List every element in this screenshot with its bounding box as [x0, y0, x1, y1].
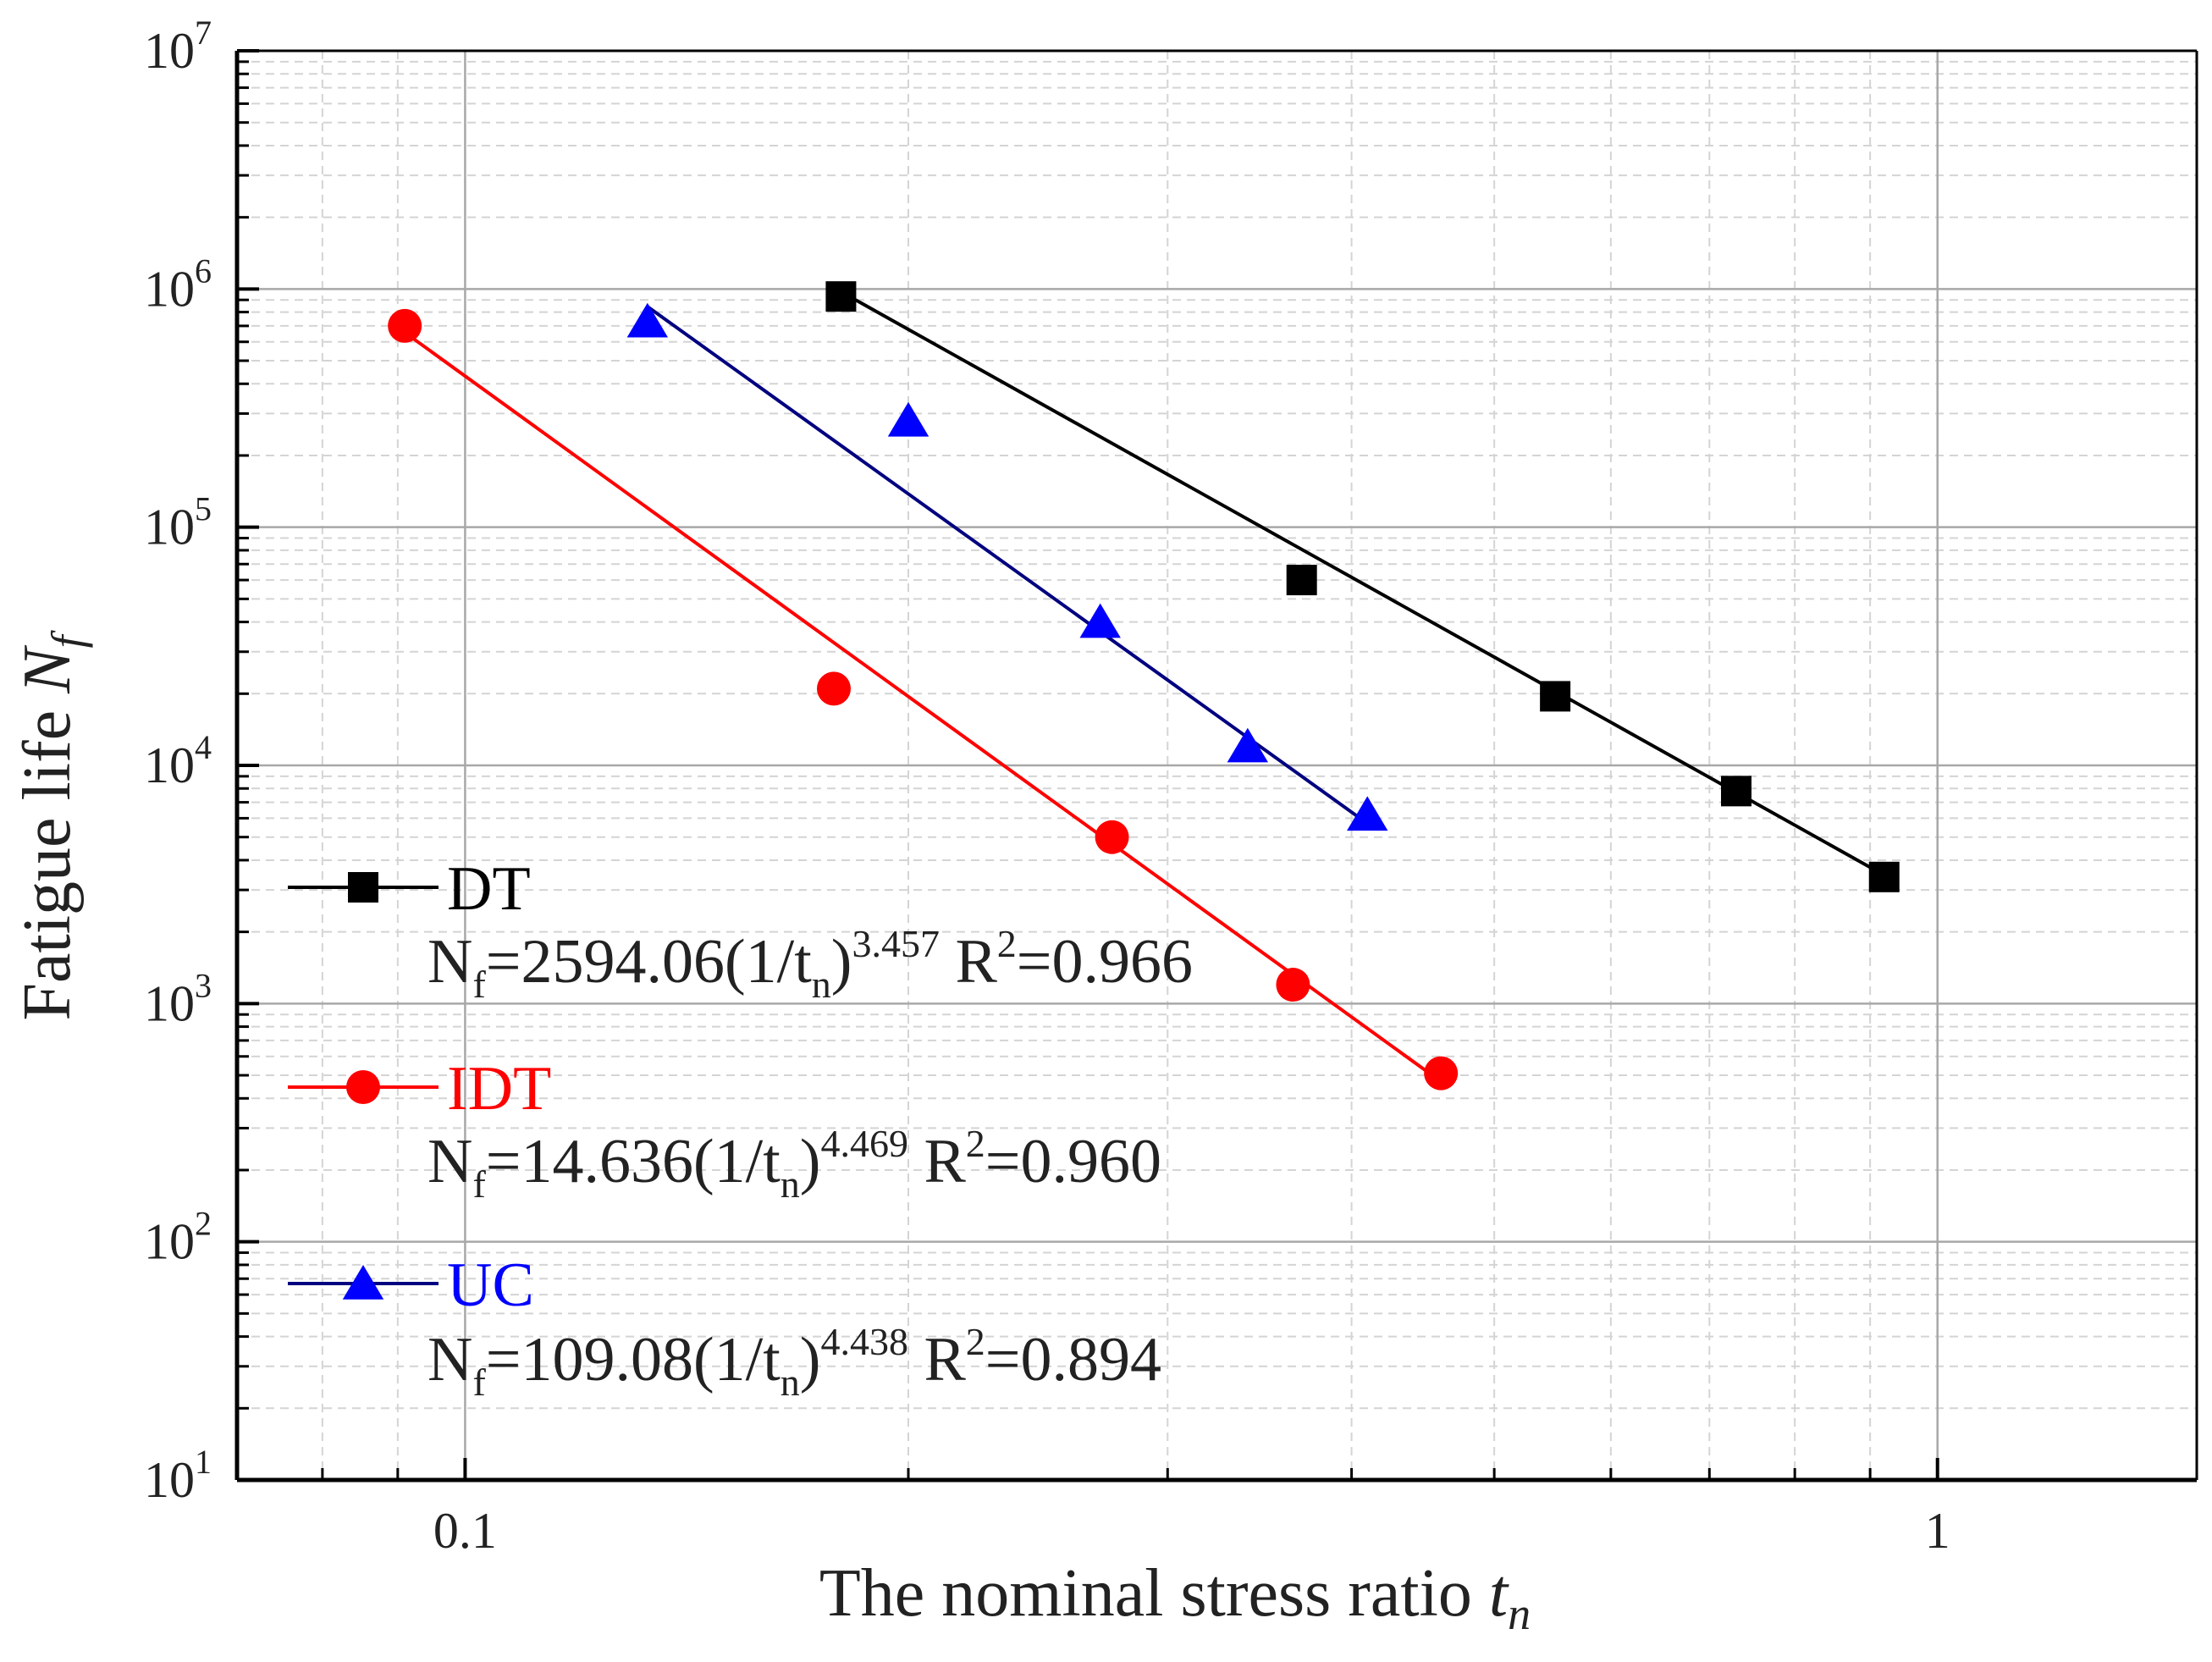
equation-part: =14.636(1/t — [486, 1127, 781, 1196]
equation-part: ) — [800, 1127, 821, 1196]
data-markers — [388, 281, 1900, 1091]
equation-part: 4.438 — [820, 1320, 908, 1363]
y-tick-exponent: 2 — [195, 1205, 212, 1243]
equation-part: =0.894 — [985, 1325, 1161, 1394]
y-tick-exponent: 1 — [195, 1443, 212, 1481]
y-axis-title-var: N — [10, 644, 85, 694]
y-tick-exponent: 5 — [195, 490, 212, 528]
y-tick-label: 103 — [144, 966, 212, 1031]
y-tick-base: 10 — [144, 737, 195, 793]
marker-dt — [1286, 565, 1317, 596]
marker-dt — [825, 281, 857, 312]
legend-marker-dt — [348, 872, 378, 903]
marker-dt — [1868, 861, 1900, 892]
equation-part: 3.457 — [852, 922, 940, 965]
legend-label-dt: DT — [447, 854, 531, 924]
equation-part: f — [472, 963, 486, 1006]
equation-part: R — [908, 1325, 967, 1394]
y-tick-base: 10 — [144, 500, 195, 555]
y-tick-label: 107 — [144, 14, 212, 79]
equation-idt: Nf=14.636(1/tn)4.469 R2=0.960 — [428, 1122, 1161, 1206]
x-tick-label: 1 — [1925, 1503, 1950, 1559]
y-axis-title-text: Fatigue life — [10, 693, 85, 1021]
x-axis-title-text: The nominal stress ratio — [819, 1556, 1489, 1631]
y-tick-label: 104 — [144, 728, 212, 793]
y-tick-exponent: 3 — [195, 966, 212, 1004]
equation-part: =2594.06(1/t — [486, 927, 812, 997]
legend-label-idt: IDT — [447, 1054, 551, 1124]
equation-part: n — [781, 1361, 800, 1404]
x-axis-title: The nominal stress ratio tn — [819, 1556, 1531, 1639]
equation-part: R — [908, 1127, 967, 1196]
y-axis-title-sub: f — [42, 630, 93, 649]
y-tick-label: 102 — [144, 1205, 212, 1270]
equation-part: n — [812, 963, 831, 1006]
axes — [234, 49, 2198, 1483]
y-tick-base: 10 — [144, 1452, 195, 1508]
equation-part: N — [428, 927, 472, 997]
equation-part: N — [428, 1127, 472, 1196]
y-tick-exponent: 7 — [195, 14, 212, 52]
legend-marker-uc — [342, 1265, 384, 1300]
equation-uc: Nf=109.08(1/tn)4.438 R2=0.894 — [428, 1320, 1161, 1404]
y-tick-label: 106 — [144, 251, 212, 317]
y-tick-exponent: 6 — [195, 251, 212, 290]
x-axis-title-var: t — [1489, 1556, 1509, 1631]
y-tick-label: 101 — [144, 1443, 212, 1508]
equation-part: 2 — [966, 1122, 985, 1165]
marker-idt — [1095, 820, 1129, 854]
equation-part: ) — [800, 1325, 821, 1394]
equation-part: 4.469 — [820, 1122, 908, 1165]
equation-part: R — [940, 927, 998, 997]
marker-uc — [1079, 603, 1121, 638]
marker-uc — [887, 401, 929, 437]
equation-part: ) — [831, 927, 852, 997]
equation-part: 2 — [997, 922, 1017, 965]
marker-idt — [1424, 1056, 1459, 1091]
equation-part: =109.08(1/t — [486, 1325, 781, 1394]
y-tick-base: 10 — [144, 261, 195, 317]
y-tick-base: 10 — [144, 23, 195, 79]
x-axis-title-sub: n — [1508, 1588, 1531, 1639]
y-tick-base: 10 — [144, 975, 195, 1031]
marker-uc — [1347, 796, 1388, 831]
y-tick-exponent: 4 — [195, 728, 212, 766]
fit-line-idt — [404, 331, 1442, 1084]
y-tick-base: 10 — [144, 1214, 195, 1270]
x-tick-label: 0.1 — [433, 1503, 497, 1559]
equation-part: =0.966 — [1017, 927, 1193, 997]
y-tick-label: 105 — [144, 490, 212, 555]
equation-part: n — [781, 1162, 800, 1206]
marker-dt — [1540, 681, 1571, 712]
equation-part: N — [428, 1325, 472, 1394]
y-axis-title: Fatigue life Nf — [10, 630, 93, 1021]
equation-part: 2 — [966, 1320, 985, 1363]
equation-part: f — [472, 1162, 486, 1206]
marker-idt — [388, 308, 422, 343]
marker-idt — [816, 671, 851, 706]
equation-dt: Nf=2594.06(1/tn)3.457 R2=0.966 — [428, 922, 1193, 1006]
fit-line-dt — [840, 290, 1885, 877]
equation-part: =0.960 — [985, 1127, 1161, 1196]
marker-uc — [626, 302, 669, 338]
marker-idt — [1276, 968, 1310, 1002]
marker-dt — [1721, 776, 1752, 807]
marker-uc — [1227, 727, 1269, 763]
equation-part: f — [472, 1361, 486, 1404]
legend-label-uc: UC — [447, 1251, 534, 1320]
legend-marker-idt — [346, 1070, 380, 1104]
